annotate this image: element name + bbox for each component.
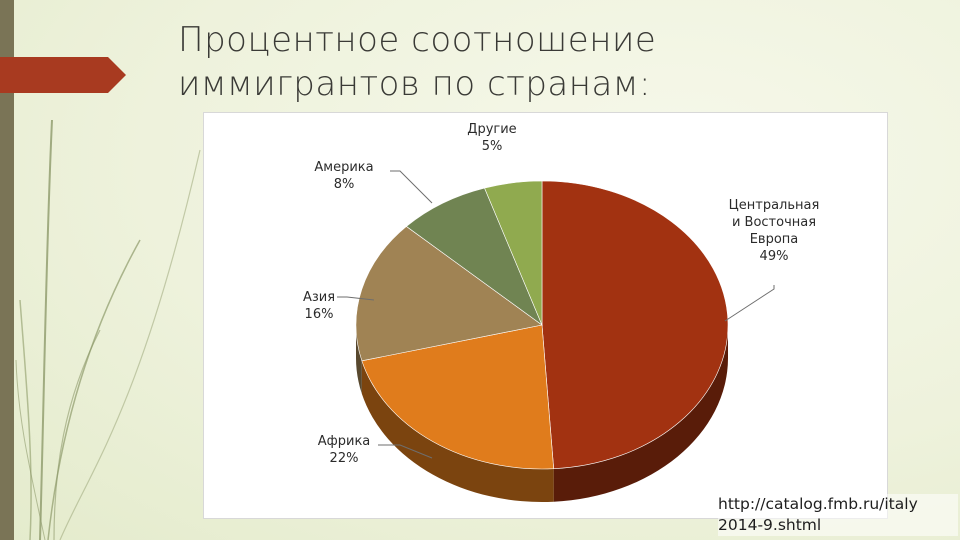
source-line-1: http://catalog.fmb.ru/italy [718,495,918,513]
slide-title: Процентное соотношение иммигрантов по ст… [178,18,798,106]
leader-line-asia [337,296,375,301]
pie-label-line: Европа [750,232,799,247]
leader-line-africa [378,444,433,459]
pie-chart: Центральная и Восточная Европа 49% Африка 22%… [303,122,819,502]
pie-label-line: 8% [334,177,355,192]
left-accent-bar [0,0,14,540]
title-line-1: Процентное соотношение [178,20,657,60]
pie-label-line: 5% [482,139,503,154]
pie-label-line: и Восточная [732,215,816,230]
pie-slice-africa [361,324,555,470]
pie-label-other: Другие 5% [467,122,516,154]
chart-area: Центральная и Восточная Европа 49% Африка 22%… [203,112,888,519]
pie-label-line: Другие [467,122,516,137]
pie-top [355,180,729,470]
pie-labels: Центральная и Восточная Европа 49% Африка 22%… [303,122,819,466]
pie-label-line: 16% [305,307,334,322]
pie-label-america: Америка 8% [314,160,373,192]
pie-label-line: 49% [760,249,789,264]
pie-side-asia [356,325,362,394]
leader-line-europe [724,285,775,322]
pie-label-asia: Азия 16% [303,290,335,322]
source-line-2: 2014-9.shtml [718,516,822,534]
pie-slice-other [484,180,543,326]
pie-label-line: Центральная [729,198,820,213]
pie-label-line: Америка [314,160,373,175]
pie-slice-america [405,187,543,326]
title-accent-arrow [0,57,126,93]
pie-label-line: Азия [303,290,335,305]
title-line-2: иммигрантов по странам: [178,64,651,104]
pie-side-europe [553,325,728,502]
pie-label-europe: Центральная и Восточная Европа 49% [729,198,820,264]
pie-slice-europe [541,180,729,470]
pie-side-africa [361,360,554,502]
pie-label-line: Африка [318,434,371,449]
pie-label-africa: Африка 22% [318,434,371,466]
pie-slice-asia [355,226,543,362]
source-link[interactable]: http://catalog.fmb.ru/italy 2014-9.shtml [718,494,958,536]
pie-sides [356,325,728,502]
pie-label-line: 22% [330,451,359,466]
leader-line-america [390,170,433,204]
